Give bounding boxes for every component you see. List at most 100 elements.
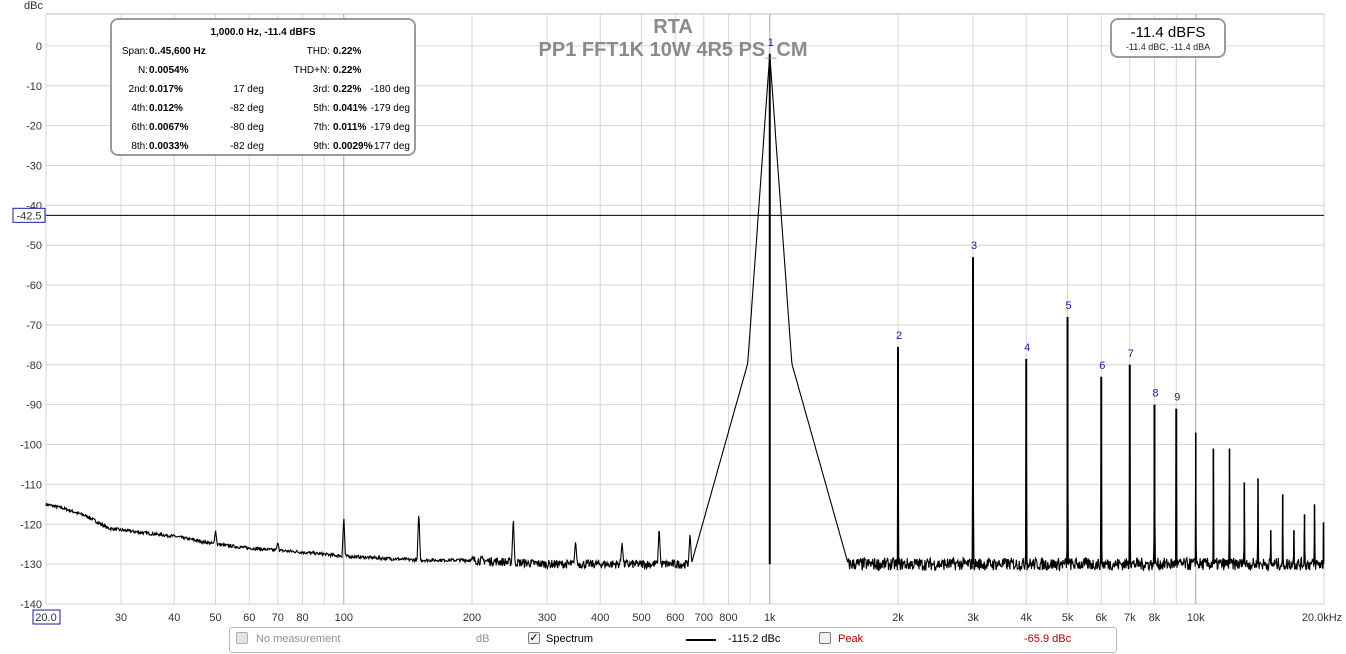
harmonic-label: 7th: (313, 122, 330, 133)
x-tick-label: 20.0 (35, 612, 56, 624)
harmonic-label: 2nd: (128, 84, 148, 95)
harmonic-value: 0.017% (149, 84, 183, 95)
y-tick-label: 0 (36, 41, 42, 53)
level-meter: -11.4 dBFS -11.4 dBC, -11.4 dBA (1110, 18, 1226, 58)
chart-traces (45, 53, 1325, 573)
x-tick-label: 200 (463, 612, 481, 624)
x-tick-label: 100 (335, 612, 353, 624)
spectrum-checkbox[interactable]: ✓ (528, 632, 540, 644)
harmonic-label: 4th: (131, 103, 148, 114)
x-tick-label: 300 (538, 612, 556, 624)
spectrum-line-swatch (686, 639, 716, 641)
x-tick-label: 700 (695, 612, 713, 624)
x-tick-label: 5k (1062, 612, 1074, 624)
spectrum-chart[interactable]: 0-10-20-30-40-50-60-70-80-90-100-110-120… (0, 0, 1346, 626)
harmonic-label-9: 9 (1174, 392, 1180, 404)
y-tick-label: -130 (20, 559, 42, 571)
harmonic-label-7: 7 (1128, 348, 1134, 360)
y-tick-label: -90 (26, 400, 42, 412)
cursor-label-box (12, 207, 46, 223)
noise-label: N: (138, 65, 148, 76)
level-dbfs: -11.4 dBFS (1130, 24, 1206, 41)
harmonic-value: 0.0067% (149, 122, 189, 133)
y-tick-label: -30 (26, 160, 42, 172)
distortion-stats-panel: 1,000.0 Hz, -11.4 dBFS Span: 0..45,600 H… (110, 18, 416, 156)
harmonic-label-5: 5 (1065, 300, 1071, 312)
level-weighted: -11.4 dBC, -11.4 dBA (1125, 42, 1211, 52)
x-tick-label: 10k (1187, 612, 1205, 624)
y-tick-label: -60 (26, 280, 42, 292)
no-measurement-checkbox[interactable] (236, 632, 248, 644)
thdn-label: THD+N: (293, 65, 330, 76)
harmonic-value: 0.041% (333, 103, 367, 114)
x-tick-label: 2k (892, 612, 904, 624)
x-tick-label: 800 (719, 612, 737, 624)
span-label: Span: (121, 46, 148, 57)
noise-value: 0.0054% (149, 65, 189, 76)
x-tick-label: 500 (632, 612, 650, 624)
x-tick-label: 7k (1124, 612, 1136, 624)
harmonic-phase: -179 deg (370, 122, 410, 133)
thd-value: 0.22% (333, 46, 362, 57)
harmonic-value: 0.0033% (149, 141, 189, 152)
x-tick-label: 8k (1149, 612, 1161, 624)
y-tick-label: -80 (26, 360, 42, 372)
harmonic-label: 3rd: (312, 84, 330, 95)
thd-label: THD: (306, 46, 330, 57)
db-label: dB (476, 633, 490, 645)
x-tick-label: 6k (1095, 612, 1107, 624)
harmonic-label-1: 1 (768, 37, 774, 49)
spectrum-label: Spectrum (546, 633, 594, 645)
spectrum-trace (45, 53, 1325, 573)
harmonic-phase: 17 deg (233, 84, 264, 95)
harmonic-value: 0.0029% (333, 141, 373, 152)
harmonic-phase: -80 deg (230, 122, 264, 133)
harmonic-phase: -82 deg (230, 141, 264, 152)
y-tick-label: -100 (20, 440, 42, 452)
y-axis-unit: dBc (24, 0, 43, 12)
harmonic-label: 6th: (131, 122, 148, 133)
legend-bar: No measurement dB ✓ Spectrum -115.2 dBc … (229, 627, 1117, 653)
y-tick-label: -50 (26, 240, 42, 252)
x-tick-label: 70 (272, 612, 284, 624)
x-tick-label: 50 (209, 612, 221, 624)
stats-header: 1,000.0 Hz, -11.4 dBFS (210, 27, 316, 38)
chart-subtitle: PP1 FFT1K 10W 4R5 PS_CM (539, 39, 808, 61)
harmonic-phase: -180 deg (370, 84, 410, 95)
x-tick-label: 60 (243, 612, 255, 624)
peak-checkbox[interactable] (819, 632, 831, 644)
harmonic-value: 0.22% (333, 84, 362, 95)
x-tick-label: 400 (591, 612, 609, 624)
harmonic-label: 8th: (131, 141, 148, 152)
spectrum-value: -115.2 dBc (728, 633, 781, 645)
harmonic-label: 5th: (313, 103, 330, 114)
x-axis-unit: 20.0kHz (1302, 612, 1342, 624)
harmonic-phase: -177 deg (370, 141, 410, 152)
peak-value: -65.9 dBc (1024, 633, 1072, 645)
chart-title: RTA (653, 16, 693, 38)
harmonic-value: 0.011% (333, 122, 367, 133)
harmonic-label-8: 8 (1152, 388, 1158, 400)
y-tick-label: -110 (21, 479, 42, 491)
x-range-box (32, 609, 61, 625)
y-tick-label: -120 (20, 519, 42, 531)
x-tick-label: 4k (1020, 612, 1032, 624)
x-tick-label: 600 (666, 612, 684, 624)
y-tick-label: -10 (26, 81, 42, 93)
x-tick-label: 3k (967, 612, 979, 624)
y-tick-label: -20 (26, 121, 42, 133)
harmonic-label: 9th: (313, 141, 330, 152)
harmonic-value: 0.012% (149, 103, 183, 114)
harmonic-label-3: 3 (971, 240, 977, 252)
y-tick-label: -70 (26, 320, 42, 332)
thdn-value: 0.22% (333, 65, 362, 76)
y-tick-label: -140 (20, 599, 42, 611)
peak-label: Peak (838, 633, 864, 645)
harmonic-label-2: 2 (896, 330, 902, 342)
x-tick-label: 1k (764, 612, 776, 624)
harmonic-label-6: 6 (1099, 360, 1105, 372)
harmonic-phase: -179 deg (370, 103, 410, 114)
harmonic-phase: -82 deg (230, 103, 264, 114)
harmonic-label-4: 4 (1024, 342, 1030, 354)
